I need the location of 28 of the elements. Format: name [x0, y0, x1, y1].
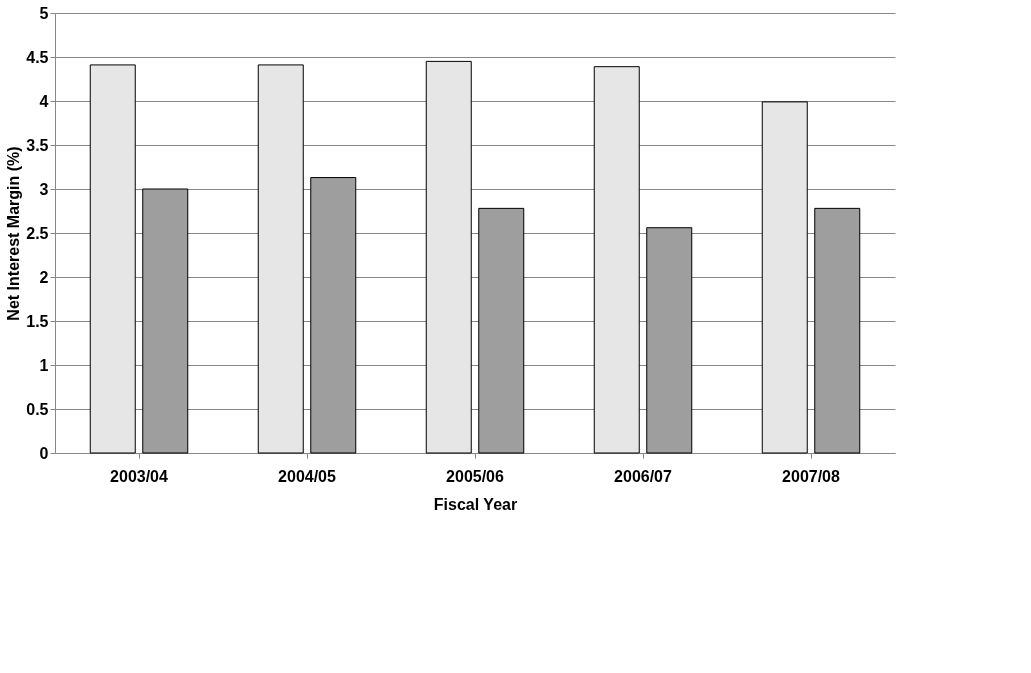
bar: [310, 177, 357, 454]
bar: [761, 101, 808, 454]
bar: [142, 188, 189, 454]
y-tick-label: 3: [39, 180, 49, 198]
y-tick-label: 5: [39, 4, 49, 22]
x-tick-label: 2007/08: [782, 467, 841, 485]
bar: [478, 207, 525, 454]
x-tick-label: 2005/06: [446, 467, 505, 485]
y-tick-label: 3.5: [26, 136, 49, 154]
y-tick-label: 1.5: [26, 312, 49, 330]
x-tick-label: 2003/04: [110, 467, 169, 485]
y-tick-label: 4.5: [26, 48, 49, 66]
x-tick-label: 2006/07: [614, 467, 673, 485]
y-tick-label: 2.5: [26, 224, 49, 242]
y-tick-label: 0: [39, 444, 49, 462]
bar: [646, 227, 693, 454]
bar: [257, 64, 304, 454]
y-tick-label: 4: [39, 92, 49, 110]
bar: [593, 66, 640, 454]
y-tick-label: 0.5: [26, 400, 49, 418]
y-tick-label: 1: [39, 356, 49, 374]
x-tick-label: 2004/05: [278, 467, 337, 485]
bar: [89, 64, 136, 454]
bar: [425, 60, 472, 454]
bar: [814, 207, 861, 454]
y-axis-title: Net Interest Margin (%): [5, 146, 23, 321]
x-axis-title: Fiscal Year: [433, 495, 518, 513]
y-tick-label: 2: [39, 268, 49, 286]
